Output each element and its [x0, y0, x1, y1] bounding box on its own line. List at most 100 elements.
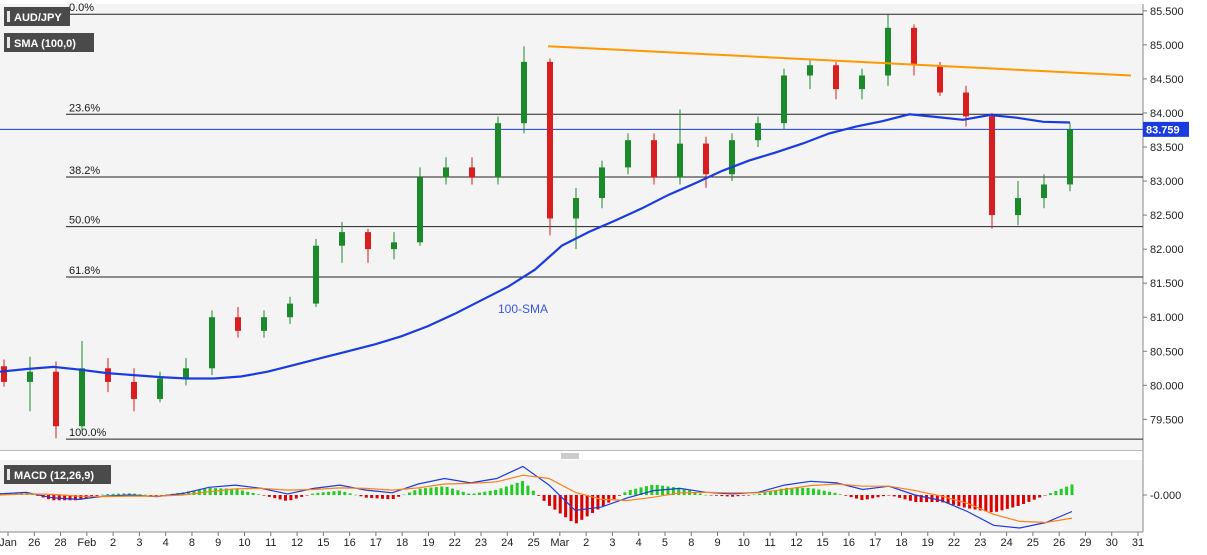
macd-histogram: [0, 481, 1074, 524]
time-tick-label: 19: [422, 537, 434, 549]
macd-hist-bar: [617, 495, 621, 496]
macd-hist-bar: [504, 486, 508, 495]
candle-body: [1015, 198, 1021, 216]
macd-hist-bar: [962, 495, 966, 508]
macd-hist-bar: [763, 492, 767, 495]
macd-hist-bar: [521, 481, 525, 495]
macd-hist-bar: [644, 486, 648, 495]
macd-hist-bar: [316, 492, 320, 495]
time-tick-label: 12: [291, 537, 303, 549]
candle-body: [339, 232, 345, 246]
macd-hist-bar: [230, 488, 234, 495]
symbol-title: AUD/JPY: [14, 12, 62, 24]
macd-hist-bar: [806, 487, 810, 495]
macd-hist-bar: [413, 490, 417, 495]
macd-hist-bar: [984, 495, 988, 512]
candle-body: [807, 65, 813, 76]
candle-body: [391, 242, 397, 250]
macd-hist-bar: [154, 495, 158, 496]
candle-body: [417, 177, 423, 243]
macd-hist-bar: [494, 489, 498, 495]
macd-hist-bar: [284, 495, 288, 501]
macd-hist-bar: [224, 488, 228, 495]
candle-body: [963, 92, 969, 117]
macd-hist-bar: [978, 495, 982, 511]
macd-hist-bar: [946, 495, 950, 504]
time-tick-label: 12: [790, 537, 802, 549]
macd-hist-bar: [192, 490, 196, 495]
macd-hist-bar: [467, 493, 471, 495]
panel-resize-handle[interactable]: [561, 453, 579, 459]
macd-hist-bar: [246, 491, 250, 495]
symbol-badge[interactable]: AUD/JPY: [4, 7, 70, 26]
macd-indicator-badge[interactable]: MACD (12,26,9): [4, 465, 111, 484]
macd-hist-bar: [914, 495, 918, 503]
macd-hist-bar: [300, 495, 304, 497]
macd-hist-bar: [117, 493, 121, 495]
macd-hist-bar: [747, 495, 751, 496]
macd-hist-bar: [418, 488, 422, 495]
macd-hist-bar: [1000, 495, 1004, 511]
candle-body: [547, 61, 553, 219]
macd-hist-bar: [143, 494, 147, 496]
macd-hist-bar: [1070, 484, 1074, 495]
time-axis-ticks: Jan 26 28 Feb 2 3 4 8 9 10 11 12 15 16 17 18 19 22 23 24 25 M…: [0, 532, 1144, 549]
macd-hist-bar: [434, 487, 438, 495]
macd-hist-bar: [887, 495, 891, 496]
macd-hist-bar: [903, 495, 907, 500]
macd-hist-bar: [925, 495, 929, 503]
macd-hist-bar: [849, 495, 853, 498]
macd-hist-bar: [289, 495, 293, 501]
time-tick-label: 16: [344, 537, 356, 549]
candle-body: [1, 366, 7, 382]
fib-level-label: 61.8%: [69, 265, 100, 277]
macd-hist-bar: [359, 495, 363, 497]
time-tick-label: 11: [764, 537, 775, 549]
macd-hist-bar: [1011, 495, 1015, 508]
time-tick-label: 24: [501, 537, 513, 549]
time-tick-label: Mar: [550, 537, 569, 549]
time-tick-label: 25: [1027, 537, 1039, 549]
fibonacci-levels: 0.0% 23.6% 38.2% 50.0% 61.8% 100.0%: [66, 2, 1143, 440]
time-tick-label: 16: [843, 537, 855, 549]
macd-hist-bar: [612, 495, 616, 500]
time-tick-label: 23: [475, 537, 487, 549]
time-tick-label: 26: [28, 537, 40, 549]
macd-hist-bar: [881, 495, 885, 497]
macd-hist-bar: [634, 488, 638, 495]
macd-hist-bar: [580, 495, 584, 520]
macd-hist-bar: [348, 493, 352, 495]
macd-hist-bar: [375, 495, 379, 499]
macd-hist-bar: [1038, 495, 1042, 498]
macd-hist-bar: [790, 487, 794, 495]
macd-hist-bar: [1059, 488, 1063, 495]
time-tick-label: 3: [136, 537, 142, 549]
macd-hist-bar: [138, 494, 142, 495]
candle-body: [625, 140, 631, 168]
macd-hist-bar: [564, 495, 568, 518]
macd-hist-bar: [671, 487, 675, 495]
time-tick-label: Jan: [0, 537, 17, 549]
macd-hist-bar: [187, 491, 191, 495]
macd-hist-bar: [133, 493, 137, 495]
macd-hist-bar: [591, 495, 595, 513]
macd-hist-bar: [235, 489, 239, 495]
macd-hist-bar: [822, 490, 826, 495]
macd-hist-bar: [262, 495, 266, 496]
time-tick-label: 17: [869, 537, 881, 549]
macd-hist-bar: [876, 495, 880, 498]
candle-body: [1067, 129, 1073, 185]
macd-hist-bar: [682, 489, 686, 495]
candlesticks: [1, 14, 1073, 439]
time-tick-label: 4: [636, 537, 642, 549]
macd-hist-bar: [68, 495, 72, 501]
macd-hist-bar: [1065, 486, 1069, 495]
candle-body: [1041, 184, 1047, 199]
time-tick-label: 8: [189, 537, 195, 549]
sma-indicator-badge[interactable]: SMA (100,0): [4, 33, 94, 52]
time-tick-label: 8: [688, 537, 694, 549]
macd-hist-bar: [354, 494, 358, 496]
macd-hist-bar: [677, 487, 681, 495]
macd-hist-bar: [1032, 495, 1036, 500]
